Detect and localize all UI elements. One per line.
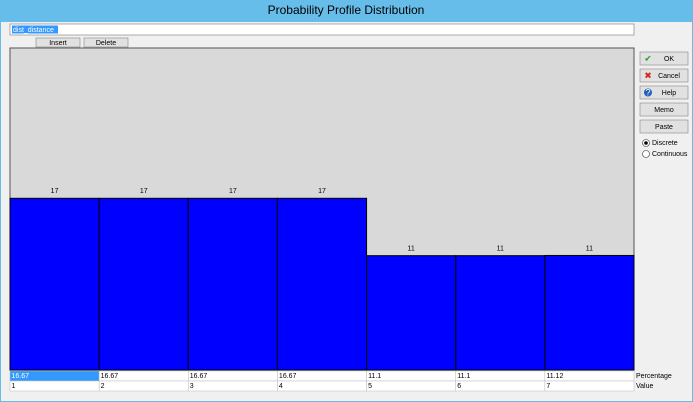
value-text: 6 bbox=[457, 383, 461, 390]
value-cell[interactable] bbox=[366, 380, 456, 392]
value-text: 2 bbox=[101, 383, 105, 390]
delete-label: Delete bbox=[96, 40, 116, 47]
radio[interactable] bbox=[642, 150, 650, 158]
bar bbox=[9, 197, 100, 371]
bar-label: 11 bbox=[408, 246, 415, 253]
button[interactable] bbox=[639, 102, 689, 117]
bar-label: 17 bbox=[318, 188, 326, 195]
bar bbox=[98, 197, 189, 371]
percentage-text: 11.1 bbox=[368, 373, 381, 380]
percentage-text: 11.12 bbox=[546, 373, 563, 380]
row-label: Value bbox=[636, 383, 653, 390]
percentage-text: 16.67 bbox=[101, 373, 119, 380]
radio-dot bbox=[644, 141, 648, 145]
radio-label: Discrete bbox=[652, 140, 678, 147]
percentage-text: 16.67 bbox=[190, 373, 208, 380]
bar-label: 17 bbox=[229, 188, 237, 195]
button-icon bbox=[644, 88, 652, 97]
percentage-text: 11.1 bbox=[457, 373, 470, 380]
value-cell[interactable] bbox=[544, 380, 635, 392]
value-cell[interactable] bbox=[98, 380, 189, 392]
bar bbox=[455, 255, 546, 371]
insert-button[interactable] bbox=[35, 37, 81, 48]
bar bbox=[366, 255, 457, 371]
bar-label: 17 bbox=[51, 188, 59, 195]
value-text: 4 bbox=[279, 383, 283, 390]
window-title: Probability Profile Distribution bbox=[268, 3, 425, 17]
button-icon-glyph: ✔ bbox=[644, 53, 652, 63]
value-cell[interactable] bbox=[9, 380, 100, 392]
button-label: Help bbox=[662, 90, 677, 97]
button[interactable] bbox=[639, 51, 689, 66]
delete-button[interactable] bbox=[83, 37, 129, 48]
bar-label: 11 bbox=[586, 245, 593, 252]
button[interactable] bbox=[639, 68, 689, 83]
bar bbox=[187, 197, 278, 371]
bar bbox=[276, 197, 368, 371]
bar bbox=[544, 254, 635, 371]
title-bar bbox=[0, 0, 693, 22]
name-field[interactable] bbox=[9, 23, 635, 36]
button-icon-glyph: ? bbox=[645, 87, 650, 97]
percentage-text: 16.67 bbox=[12, 373, 30, 380]
value-cell[interactable] bbox=[277, 380, 367, 392]
button[interactable] bbox=[639, 85, 689, 100]
button-icon-glyph: ✖ bbox=[644, 70, 652, 80]
insert-label: Insert bbox=[49, 40, 67, 47]
button-label: Paste bbox=[655, 124, 673, 131]
bar-label: 17 bbox=[140, 188, 148, 195]
value-text: 5 bbox=[368, 383, 372, 390]
button-label: OK bbox=[664, 56, 674, 63]
value-text: 3 bbox=[190, 383, 194, 390]
value-text: 7 bbox=[546, 383, 550, 390]
row-label: Percentage bbox=[636, 373, 672, 380]
button[interactable] bbox=[639, 119, 689, 134]
percentage-text: 16.67 bbox=[279, 373, 297, 380]
button-label: Memo bbox=[654, 107, 674, 114]
button-label: Cancel bbox=[658, 73, 680, 80]
value-cell[interactable] bbox=[188, 380, 278, 392]
selection bbox=[12, 25, 58, 34]
radio-label: Continuous bbox=[652, 151, 688, 158]
bar-label: 11 bbox=[497, 246, 504, 253]
value-text: 1 bbox=[12, 383, 16, 390]
name-text: dist_distance bbox=[13, 27, 54, 34]
value-cell[interactable] bbox=[455, 380, 546, 392]
